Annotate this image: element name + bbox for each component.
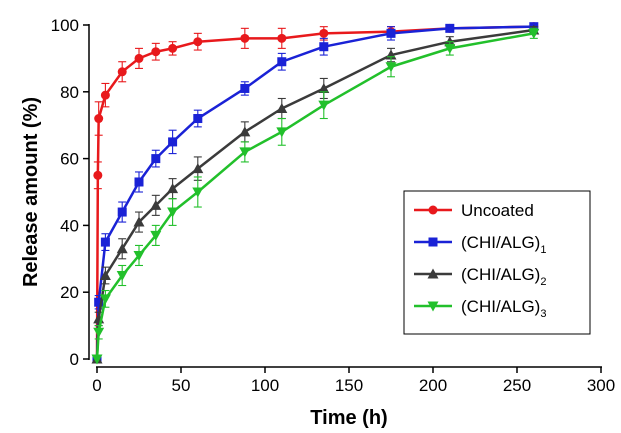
y-tick-label: 0 bbox=[70, 350, 79, 369]
data-point bbox=[318, 100, 330, 111]
y-tick-label: 60 bbox=[60, 150, 79, 169]
data-point bbox=[276, 103, 288, 113]
data-point bbox=[277, 33, 287, 43]
x-tick-label: 100 bbox=[251, 376, 279, 395]
data-point bbox=[240, 83, 250, 93]
legend-marker bbox=[427, 268, 439, 279]
data-point bbox=[276, 127, 288, 138]
y-tick-label: 80 bbox=[60, 83, 79, 102]
data-point bbox=[100, 237, 110, 247]
data-point bbox=[386, 28, 396, 38]
data-point bbox=[134, 53, 144, 63]
data-point bbox=[150, 230, 162, 241]
ticks: 0 50 100 150 200 250 300 0 20 40 60 80 100 bbox=[51, 16, 616, 395]
legend-marker bbox=[428, 205, 438, 215]
data-point bbox=[150, 199, 162, 210]
data-point bbox=[167, 183, 179, 194]
data-point bbox=[168, 137, 178, 147]
data-point bbox=[528, 28, 540, 39]
x-tick-label: 0 bbox=[92, 376, 101, 395]
data-point bbox=[239, 147, 251, 158]
x-tick-label: 150 bbox=[335, 376, 363, 395]
legend-box bbox=[403, 190, 591, 335]
series-group bbox=[91, 22, 540, 365]
data-point bbox=[91, 354, 103, 365]
legend: Uncoated (CHI/ALG)1 (CHI/ALG)2 (CHI/ALG)3 bbox=[403, 190, 591, 335]
legend-label: (CHI/ALG)2 bbox=[461, 265, 546, 288]
data-point bbox=[117, 67, 127, 77]
y-tick-label: 20 bbox=[60, 283, 79, 302]
y-tick-label: 100 bbox=[51, 16, 79, 35]
data-point bbox=[99, 270, 111, 280]
x-tick-label: 250 bbox=[503, 376, 531, 395]
y-axis-title: Release amount (%) bbox=[20, 97, 42, 287]
legend-item: (CHI/ALG)3 bbox=[414, 297, 546, 320]
series-line bbox=[95, 28, 534, 360]
data-point bbox=[319, 28, 329, 38]
data-point bbox=[100, 90, 110, 100]
x-tick-label: 300 bbox=[587, 376, 615, 395]
data-point bbox=[116, 243, 128, 254]
data-point bbox=[117, 207, 127, 217]
legend-label: (CHI/ALG)1 bbox=[461, 233, 546, 256]
data-point bbox=[93, 170, 103, 180]
data-point bbox=[192, 163, 204, 174]
data-point bbox=[94, 297, 104, 307]
x-tick-label: 50 bbox=[172, 376, 191, 395]
data-point bbox=[134, 177, 144, 187]
data-point bbox=[168, 43, 178, 53]
data-point bbox=[151, 154, 161, 164]
x-tick-label: 200 bbox=[419, 376, 447, 395]
data-point bbox=[318, 82, 330, 93]
legend-item: Uncoated bbox=[414, 201, 534, 220]
legend-label: (CHI/ALG)3 bbox=[461, 297, 546, 320]
data-point bbox=[445, 23, 455, 33]
data-point bbox=[99, 294, 111, 305]
data-point bbox=[133, 250, 145, 261]
data-point bbox=[319, 42, 329, 52]
data-point bbox=[385, 62, 397, 73]
series-4 bbox=[91, 27, 540, 365]
legend-item: (CHI/ALG)2 bbox=[414, 265, 546, 288]
data-point bbox=[193, 37, 203, 47]
data-point bbox=[93, 327, 105, 338]
data-point bbox=[239, 126, 251, 137]
y-tick-label: 40 bbox=[60, 216, 79, 235]
data-point bbox=[193, 114, 203, 124]
data-point bbox=[240, 33, 250, 43]
legend-item: (CHI/ALG)1 bbox=[414, 233, 546, 256]
data-point bbox=[133, 216, 145, 227]
series-line bbox=[95, 25, 534, 360]
legend-label: Uncoated bbox=[461, 201, 534, 220]
data-point bbox=[277, 57, 287, 67]
legend-marker bbox=[427, 301, 439, 312]
data-point bbox=[116, 271, 128, 281]
x-axis-title: Time (h) bbox=[310, 407, 387, 429]
data-point bbox=[192, 187, 204, 198]
data-point bbox=[167, 207, 179, 218]
data-point bbox=[94, 114, 104, 124]
data-point bbox=[444, 43, 456, 54]
data-point bbox=[151, 47, 161, 57]
legend-marker bbox=[428, 237, 438, 247]
